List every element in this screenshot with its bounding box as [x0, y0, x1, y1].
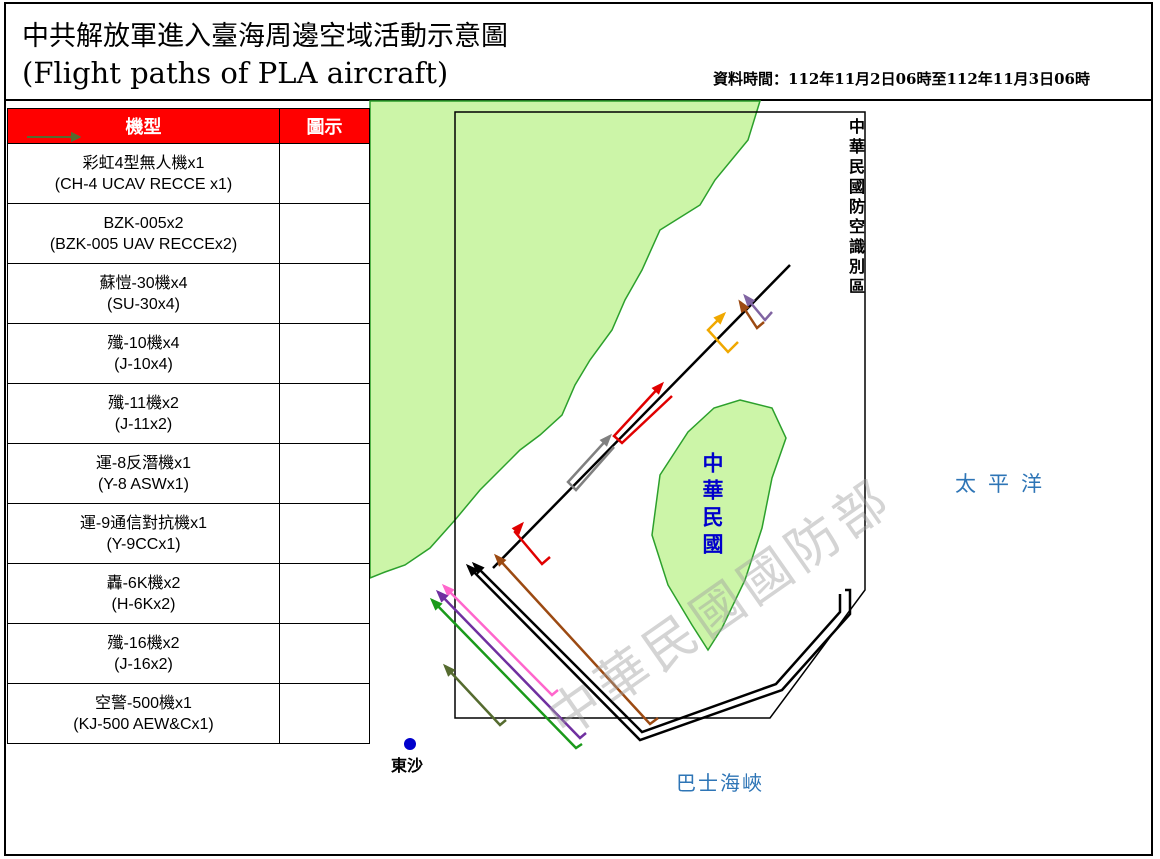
data-time: 資料時間：112年11月2日06時至112年11月3日06時 — [713, 70, 1090, 88]
legend-header-cell: 機型 — [125, 117, 162, 138]
legend-icon-cell — [27, 132, 369, 383]
flight-path — [431, 599, 583, 750]
aircraft-name-en: (J-10x4) — [114, 355, 173, 373]
flight-path-head — [599, 433, 613, 447]
adiz-border — [454, 111, 866, 719]
mainland — [369, 100, 762, 580]
aircraft-name-en: (H-6Kx2) — [111, 595, 176, 613]
flight-path-head — [493, 553, 507, 567]
flight-path — [443, 585, 559, 697]
flight-path-head — [738, 299, 750, 314]
legend-icon-cell — [27, 132, 369, 443]
aircraft-name: 殲-11機x2 — [108, 394, 179, 412]
legend-row: 空警-500機x1 (KJ-500 AEW&Cx1) — [7, 132, 370, 744]
aircraft-name-en: (Y-8 ASWx1) — [98, 475, 189, 493]
legend-row: 蘇愷-30機x4 (SU-30x4) — [7, 132, 370, 324]
flight-path-head — [442, 663, 456, 677]
flight-path-head — [471, 561, 485, 575]
aircraft-name: 空警-500機x1 — [95, 694, 192, 712]
dongsha-label: 東沙 — [391, 756, 424, 775]
flight-path-head — [713, 311, 727, 325]
aircraft-name-en: (J-16x2) — [114, 655, 173, 673]
flight-path — [473, 563, 842, 734]
legend-name-cell: 殲-16機x2 (J-16x2) — [8, 624, 279, 683]
taiwan-label: 中華民國 — [700, 452, 725, 560]
legend-icon-cell — [27, 132, 369, 683]
flight-path — [612, 383, 673, 445]
aircraft-name-en: (KJ-500 AEW&Cx1) — [73, 715, 214, 733]
legend-icon-cell — [27, 132, 369, 263]
legend-name-cell: 運-8反潛機x1 (Y-8 ASWx1) — [8, 444, 279, 503]
legend-row: 殲-16機x2 (J-16x2) — [7, 132, 370, 684]
legend-icon-cell — [27, 132, 369, 503]
aircraft-name: 殲-16機x2 — [107, 634, 180, 652]
legend-row: 運-8反潛機x1 (Y-8 ASWx1) — [7, 132, 370, 504]
legend-name-cell: 彩虹4型無人機x1 (CH-4 UCAV RECCE x1) — [8, 144, 279, 203]
flight-path — [738, 301, 765, 330]
flight-path-head — [441, 583, 455, 597]
legend-name-cell: 空警-500機x1 (KJ-500 AEW&Cx1) — [8, 684, 279, 743]
aircraft-name: 蘇愷-30機x4 — [99, 274, 188, 292]
flight-path — [495, 555, 659, 726]
flight-path-head — [435, 589, 449, 603]
flight-path — [566, 435, 615, 492]
legend-row: 殲-11機x2 (J-11x2) — [7, 132, 370, 444]
legend-name-cell: BZK-005x2 (BZK-005 UAV RECCEx2) — [8, 204, 279, 263]
ocean-label: 太平洋 — [955, 472, 1054, 496]
aircraft-name: BZK-005x2 — [103, 214, 184, 232]
legend-row: 運-9通信對抗機x1 (Y-9CCx1) — [7, 132, 370, 564]
flight-path-head — [465, 563, 479, 577]
flight-path — [467, 565, 852, 742]
flight-path — [444, 665, 507, 727]
legend-name-cell: 殲-11機x2 (J-11x2) — [8, 384, 279, 443]
legend-arrow-head — [71, 132, 81, 142]
aircraft-name: 殲-10機x4 — [107, 334, 180, 352]
legend-icon-cell — [27, 132, 369, 563]
aircraft-name-en: (SU-30x4) — [107, 295, 180, 313]
flight-path — [437, 591, 587, 740]
strait-label: 巴士海峽 — [676, 771, 764, 795]
flight-path-head — [429, 597, 443, 611]
adiz-label: 中華民國防空識別區 — [846, 118, 865, 298]
legend-name-cell: 運-9通信對抗機x1 (Y-9CCx1) — [8, 504, 279, 563]
aircraft-name-en: (J-11x2) — [114, 415, 173, 433]
aircraft-name-en: (BZK-005 UAV RECCEx2) — [49, 235, 238, 253]
legend-name-cell: 殲-10機x4 (J-10x4) — [8, 324, 279, 383]
aircraft-name: 轟-6K機x2 — [106, 574, 181, 592]
legend-icon — [27, 132, 81, 142]
aircraft-name-en: (CH-4 UCAV RECCE x1) — [54, 175, 233, 193]
legend-row: BZK-005x2 (BZK-005 UAV RECCEx2) — [7, 132, 370, 264]
flight-path-head — [511, 521, 524, 535]
legend-header-cell: 圖示 — [279, 109, 369, 143]
aircraft-name-en: (Y-9CCx1) — [106, 535, 181, 553]
subtitle: (Flight paths of PLA aircraft) — [22, 56, 449, 90]
legend-icon-cell — [27, 132, 369, 743]
legend-row: 殲-10機x4 (J-10x4) — [7, 132, 370, 384]
legend-name-cell: 轟-6K機x2 (H-6Kx2) — [8, 564, 279, 623]
legend-icon-cell — [27, 132, 369, 203]
y8-track — [492, 264, 791, 569]
legend-icon-cell — [27, 132, 369, 323]
title: 中共解放軍進入臺海周邊空域活動示意圖 — [22, 21, 508, 52]
legend-name-cell: 蘇愷-30機x4 (SU-30x4) — [8, 264, 279, 323]
flight-path — [744, 295, 773, 322]
flight-path-head — [743, 293, 756, 307]
flight-path — [706, 313, 739, 354]
dongsha-marker — [404, 738, 416, 750]
legend: 機型 圖示彩虹4型無人機x1 (CH-4 UCAV RECCE x1) BZK-005… — [7, 108, 370, 744]
legend-row: 轟-6K機x2 (H-6Kx2) — [7, 132, 370, 624]
aircraft-name: 運-8反潛機x1 — [95, 454, 192, 472]
legend-icon-cell — [27, 132, 369, 623]
taiwan-island — [651, 399, 787, 652]
frame — [4, 2, 1153, 856]
aircraft-name: 彩虹4型無人機x1 — [82, 154, 205, 172]
aircraft-name: 運-9通信對抗機x1 — [79, 514, 208, 532]
flight-path-head — [651, 381, 665, 395]
